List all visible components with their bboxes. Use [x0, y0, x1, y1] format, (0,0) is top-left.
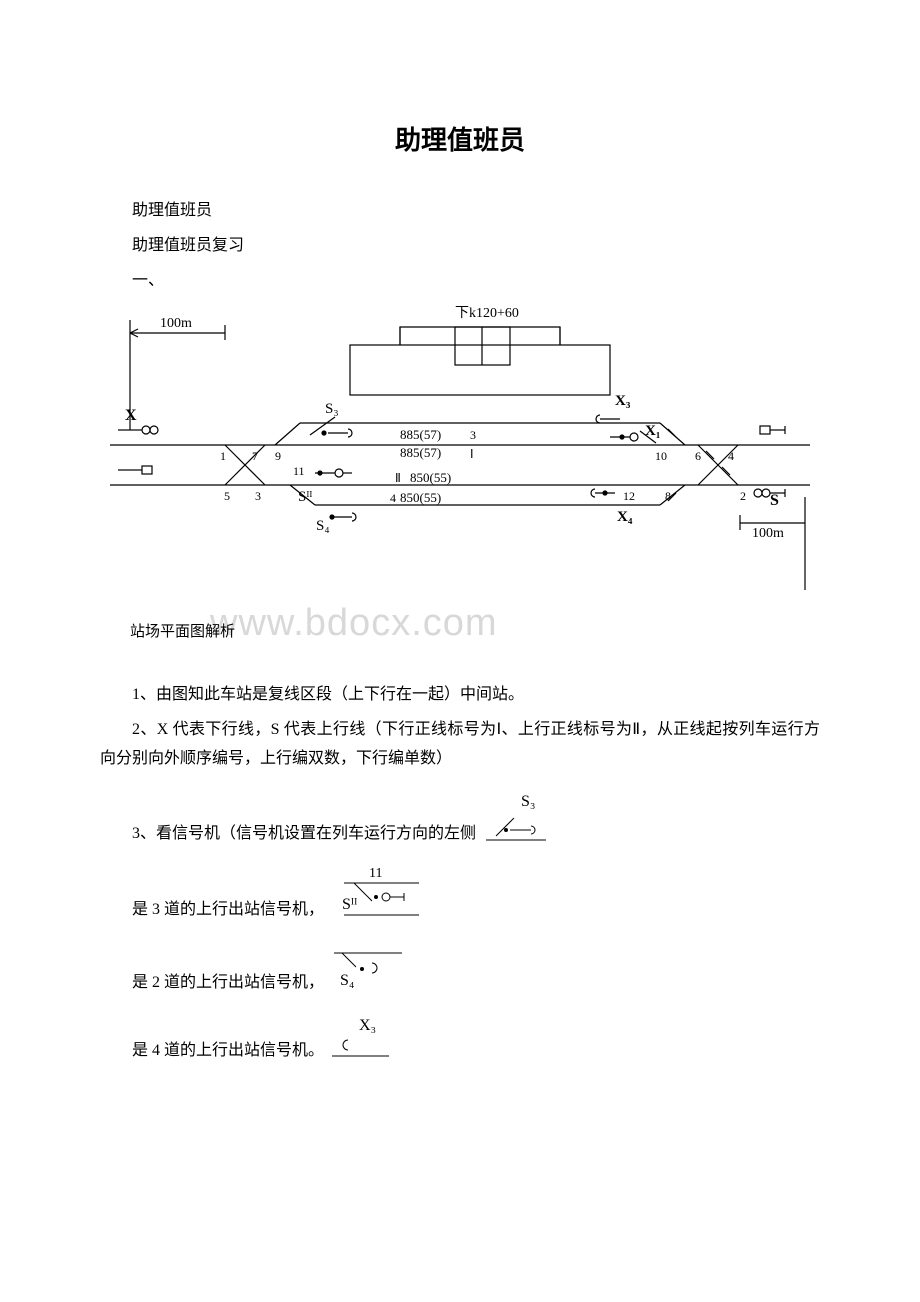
subtitle-1: 助理值班员 — [100, 197, 820, 226]
svg-text:3: 3 — [470, 428, 476, 442]
item-5-row: 是 2 道的上行出站信号机， S₄ — [100, 941, 820, 996]
mini-signal-x3: X₃ — [324, 1014, 404, 1064]
main-diagram: 100m 下k120+60 — [100, 305, 820, 600]
item-4-row: 是 3 道的上行出站信号机， 11 Sᴵᴵ — [100, 865, 820, 923]
svg-text:7: 7 — [252, 449, 258, 463]
paragraph-1: 1、由图知此车站是复线区段（上下行在一起）中间站。 — [100, 681, 820, 710]
svg-text:850(55): 850(55) — [400, 490, 441, 505]
svg-text:8: 8 — [665, 489, 671, 503]
svg-text:885(57): 885(57) — [400, 427, 441, 442]
svg-text:Sᴵᴵ: Sᴵᴵ — [342, 896, 357, 913]
svg-text:3: 3 — [255, 489, 261, 503]
svg-text:Ⅱ: Ⅱ — [395, 471, 401, 485]
svg-text:S₄: S₄ — [316, 518, 330, 534]
svg-text:885(57): 885(57) — [400, 445, 441, 460]
svg-text:X₃: X₃ — [615, 393, 631, 409]
svg-text:4: 4 — [728, 449, 734, 463]
svg-text:Sᴵᴵ: Sᴵᴵ — [298, 489, 312, 505]
svg-text:11: 11 — [293, 464, 305, 478]
mini-signal-s4: S₄ — [324, 941, 414, 996]
item-3-text: 3、看信号机（信号机设置在列车运行方向的左侧 — [100, 819, 476, 847]
svg-text:6: 6 — [695, 449, 701, 463]
svg-text:11: 11 — [369, 866, 382, 881]
svg-text:1: 1 — [220, 449, 226, 463]
section-marker: 一、 — [100, 267, 820, 296]
svg-text:X₃: X₃ — [359, 1017, 376, 1034]
analysis-label: 站场平面图解析 — [100, 620, 820, 641]
item-3-row: 3、看信号机（信号机设置在列车运行方向的左侧 S₃ — [100, 792, 820, 847]
paragraph-2: 2、X 代表下行线，S 代表上行线（下行正线标号为Ⅰ、上行正线标号为Ⅱ，从正线起… — [100, 716, 820, 774]
subtitle-2: 助理值班员复习 — [100, 232, 820, 261]
item-4-text: 是 3 道的上行出站信号机， — [100, 895, 324, 923]
svg-text:下k120+60: 下k120+60 — [455, 306, 519, 321]
svg-text:9: 9 — [275, 449, 281, 463]
svg-text:5: 5 — [224, 489, 230, 503]
item-5-text: 是 2 道的上行出站信号机， — [100, 968, 324, 996]
page-title: 助理值班员 — [100, 120, 820, 157]
svg-text:4: 4 — [390, 491, 396, 505]
mini-signal-s3: S₃ — [476, 792, 556, 847]
svg-text:850(55): 850(55) — [410, 470, 451, 485]
svg-text:S₃: S₃ — [325, 401, 339, 417]
mini-signal-sII: 11 Sᴵᴵ — [324, 865, 434, 923]
item-6-row: 是 4 道的上行出站信号机。 X₃ — [100, 1014, 820, 1064]
svg-text:100m: 100m — [160, 316, 192, 331]
svg-text:12: 12 — [623, 489, 635, 503]
item-6-text: 是 4 道的上行出站信号机。 — [100, 1036, 324, 1064]
svg-text:X: X — [125, 407, 137, 424]
svg-text:10: 10 — [655, 449, 667, 463]
svg-text:100m: 100m — [752, 526, 784, 541]
svg-text:2: 2 — [740, 489, 746, 503]
svg-text:Ⅰ: Ⅰ — [470, 447, 474, 461]
svg-text:S₃: S₃ — [521, 793, 535, 810]
svg-text:X₄: X₄ — [617, 509, 633, 525]
svg-text:S₄: S₄ — [340, 972, 355, 989]
svg-text:S: S — [770, 492, 779, 509]
